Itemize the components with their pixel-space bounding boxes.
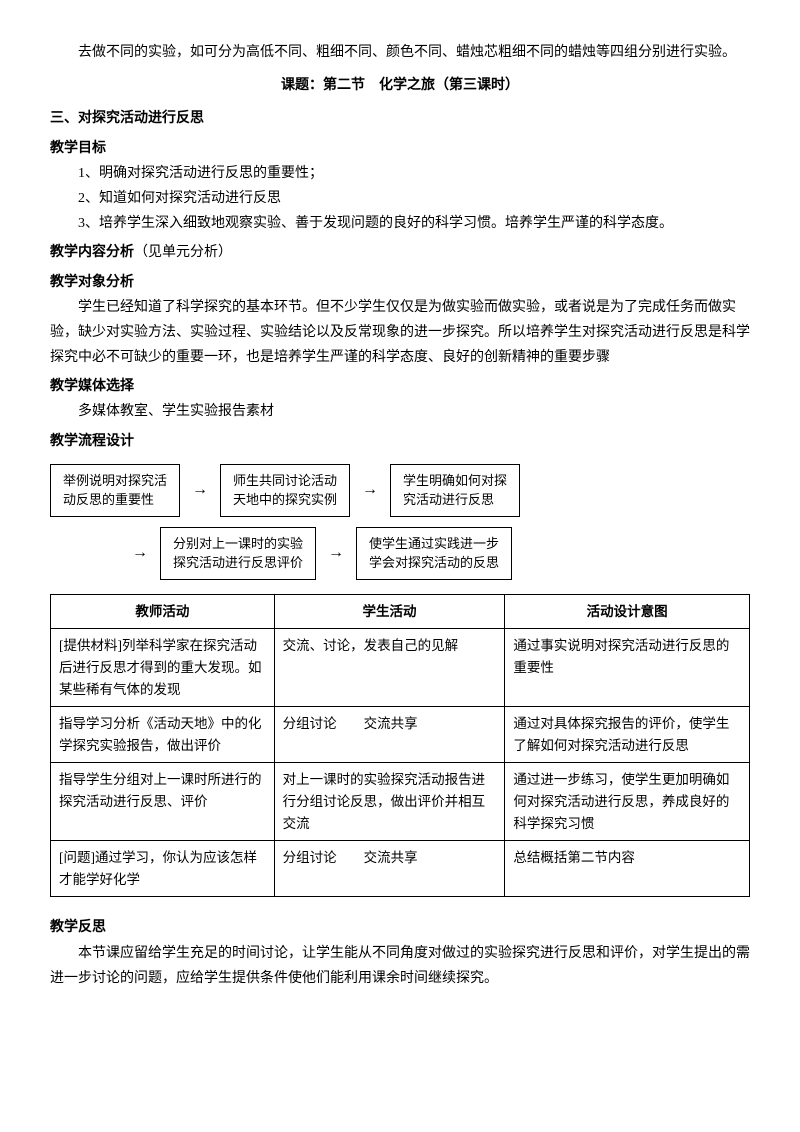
flow-heading: 教学流程设计 [50, 429, 750, 454]
flow-box-3: 学生明确如何对探究活动进行反思 [390, 464, 520, 517]
table-row: [问题]通过学习，你认为应该怎样才能学好化学 分组讨论 交流共享 总结概括第二节… [51, 841, 750, 897]
table-cell: 对上一课时的实验探究活动报告进行分组讨论反思，做出评价并相互交流 [274, 763, 505, 841]
table-row: 指导学习分析《活动天地》中的化学探究实验报告，做出评价 分组讨论 交流共享 通过… [51, 707, 750, 763]
flow-row-2: → 分别对上一课时的实验探究活动进行反思评价 → 使学生通过实践进一步学会对探究… [50, 527, 750, 580]
table-row: 指导学生分组对上一课时所进行的探究活动进行反思、评价 对上一课时的实验探究活动报… [51, 763, 750, 841]
reflection-body: 本节课应留给学生充足的时间讨论，让学生能从不同角度对做过的实验探究进行反思和评价… [50, 941, 750, 991]
media-body: 多媒体教室、学生实验报告素材 [50, 399, 750, 424]
activity-table: 教师活动 学生活动 活动设计意图 [提供材料]列举科学家在探究活动后进行反思才得… [50, 594, 750, 898]
lesson-title: 课题：第二节 化学之旅（第三课时） [50, 73, 750, 98]
flow-box-1: 举例说明对探究活动反思的重要性 [50, 464, 180, 517]
table-header: 活动设计意图 [505, 594, 750, 629]
table-cell: 总结概括第二节内容 [505, 841, 750, 897]
arrow-icon: → [362, 482, 378, 498]
reflection-heading: 教学反思 [50, 915, 750, 940]
audience-analysis-heading: 教学对象分析 [50, 270, 750, 295]
objectives-heading: 教学目标 [50, 136, 750, 161]
table-cell: [提供材料]列举科学家在探究活动后进行反思才得到的重大发现。如某些稀有气体的发现 [51, 629, 275, 707]
flow-row-1: 举例说明对探究活动反思的重要性 → 师生共同讨论活动天地中的探究实例 → 学生明… [50, 464, 750, 517]
table-header-row: 教师活动 学生活动 活动设计意图 [51, 594, 750, 629]
content-analysis-heading: 教学内容分析（见单元分析） [50, 240, 750, 265]
arrow-icon: → [132, 545, 148, 561]
flow-box-4: 分别对上一课时的实验探究活动进行反思评价 [160, 527, 316, 580]
flow-box-5: 使学生通过实践进一步学会对探究活动的反思 [356, 527, 512, 580]
table-cell: 交流、讨论，发表自己的见解 [274, 629, 505, 707]
arrow-icon: → [192, 482, 208, 498]
table-cell: 通过事实说明对探究活动进行反思的重要性 [505, 629, 750, 707]
table-row: [提供材料]列举科学家在探究活动后进行反思才得到的重大发现。如某些稀有气体的发现… [51, 629, 750, 707]
flow-box-2: 师生共同讨论活动天地中的探究实例 [220, 464, 350, 517]
media-heading: 教学媒体选择 [50, 374, 750, 399]
table-cell: 分组讨论 交流共享 [274, 841, 505, 897]
table-cell: 分组讨论 交流共享 [274, 707, 505, 763]
arrow-icon: → [328, 545, 344, 561]
audience-analysis-body: 学生已经知道了科学探究的基本环节。但不少学生仅仅是为做实验而做实验，或者说是为了… [50, 295, 750, 371]
table-header: 教师活动 [51, 594, 275, 629]
table-cell: [问题]通过学习，你认为应该怎样才能学好化学 [51, 841, 275, 897]
table-cell: 指导学习分析《活动天地》中的化学探究实验报告，做出评价 [51, 707, 275, 763]
objective-item: 1、明确对探究活动进行反思的重要性； [50, 161, 750, 186]
objective-item: 3、培养学生深入细致地观察实验、善于发现问题的良好的科学习惯。培养学生严谨的科学… [50, 211, 750, 236]
intro-paragraph: 去做不同的实验，如可分为高低不同、粗细不同、颜色不同、蜡烛芯粗细不同的蜡烛等四组… [50, 40, 750, 65]
section-3-heading: 三、对探究活动进行反思 [50, 106, 750, 131]
content-analysis-note: （见单元分析） [134, 245, 232, 260]
objective-item: 2、知道如何对探究活动进行反思 [50, 186, 750, 211]
table-cell: 通过进一步练习，使学生更加明确如何对探究活动进行反思，养成良好的科学探究习惯 [505, 763, 750, 841]
table-cell: 指导学生分组对上一课时所进行的探究活动进行反思、评价 [51, 763, 275, 841]
table-header: 学生活动 [274, 594, 505, 629]
flow-diagram: 举例说明对探究活动反思的重要性 → 师生共同讨论活动天地中的探究实例 → 学生明… [50, 464, 750, 580]
table-cell: 通过对具体探究报告的评价，使学生了解如何对探究活动进行反思 [505, 707, 750, 763]
